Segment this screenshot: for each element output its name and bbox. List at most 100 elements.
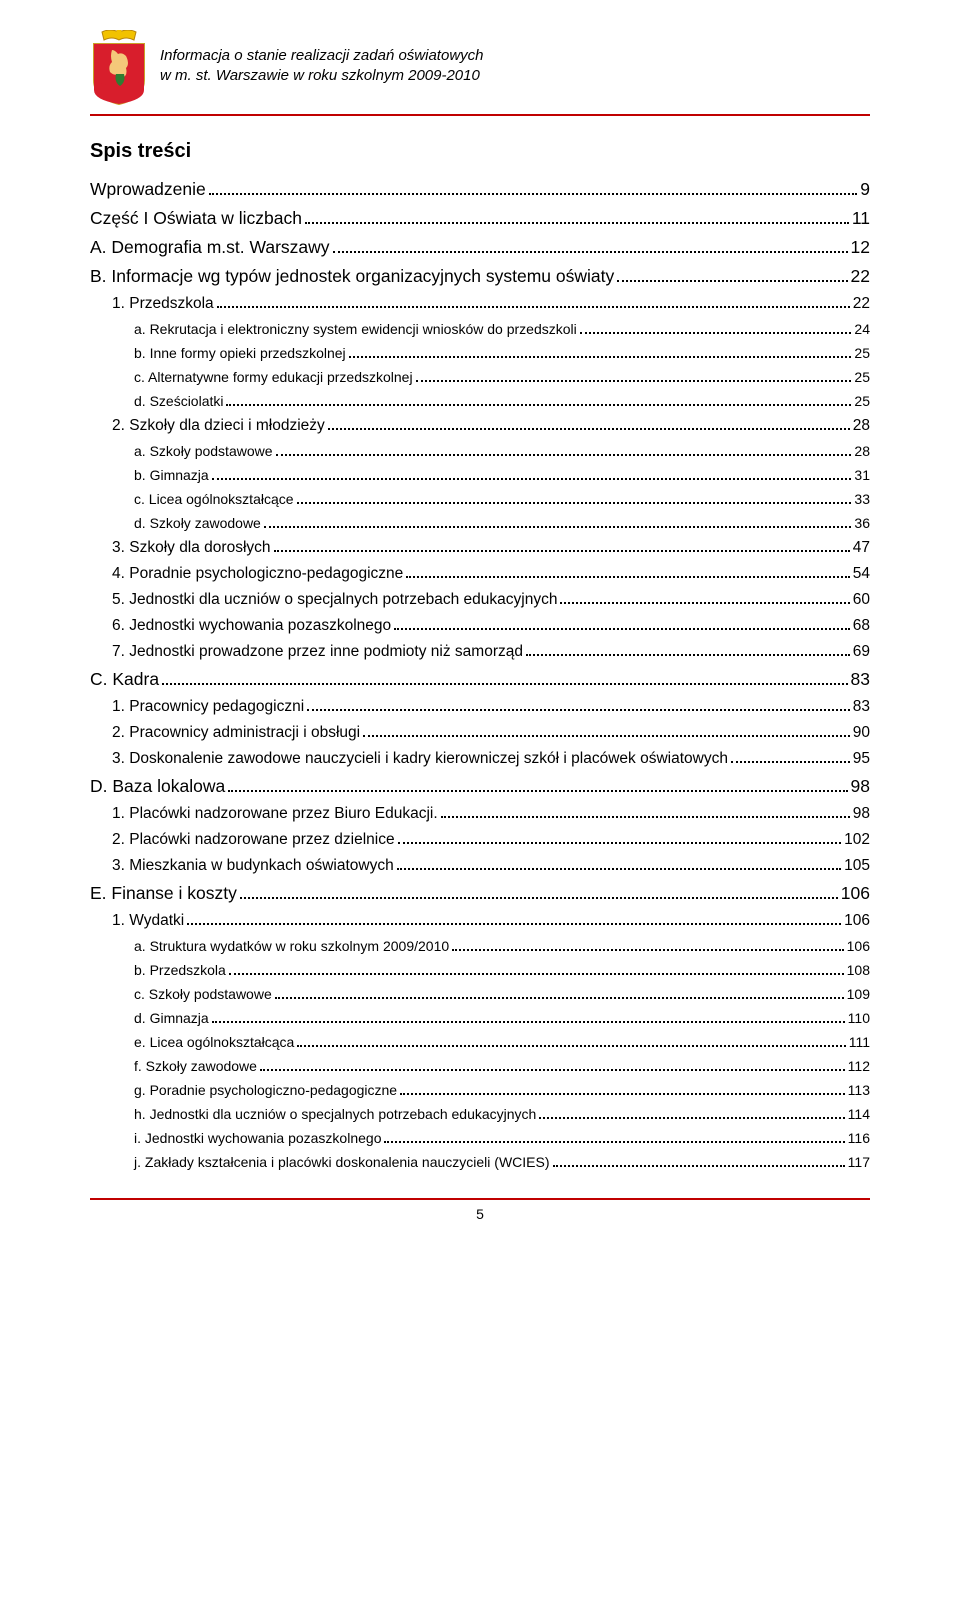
toc-entry-label: d. Sześciolatki [134,393,223,409]
toc-entry-label: b. Gimnazja [134,467,209,483]
document-header: Informacja o stanie realizacji zadań ośw… [90,30,870,106]
toc-entry-page: 106 [844,912,870,930]
toc-entry-page: 116 [848,1130,870,1146]
toc-entry: 1. Placówki nadzorowane przez Biuro Eduk… [112,805,870,823]
toc-entry: b. Gimnazja 31 [134,467,870,483]
toc-entry-page: 31 [854,467,870,483]
toc-entry: d. Gimnazja110 [134,1010,870,1026]
toc-leader-dots [384,1141,844,1143]
toc-entry: 3. Szkoły dla dorosłych47 [112,539,870,557]
toc-entry-label: 3. Doskonalenie zawodowe nauczycieli i k… [112,750,728,768]
toc-leader-dots [617,280,847,282]
toc-entry-label: 2. Pracownicy administracji i obsługi [112,724,360,742]
toc-entry-page: 106 [847,938,870,954]
toc-leader-dots [226,404,851,406]
toc-leader-dots [217,306,850,308]
toc-entry-label: 4. Poradnie psychologiczno-pedagogiczne [112,565,403,583]
page-number: 5 [90,1206,870,1222]
toc-entry-page: 12 [851,237,870,258]
toc-entry-label: 5. Jednostki dla uczniów o specjalnych p… [112,591,557,609]
toc-entry: f. Szkoły zawodowe112 [134,1058,870,1074]
toc-entry: E. Finanse i koszty 106 [90,883,870,904]
toc-entry-page: 25 [854,393,870,409]
header-line2: w m. st. Warszawie w roku szkolnym 2009-… [160,66,484,86]
toc-entry-label: j. Zakłady kształcenia i placówki doskon… [134,1154,550,1170]
toc-entry-page: 113 [848,1082,870,1098]
toc-entry-page: 98 [851,776,870,797]
toc-entry-label: 6. Jednostki wychowania pozaszkolnego [112,617,391,635]
toc-entry-label: c. Alternatywne formy edukacji przedszko… [134,369,413,385]
toc-entry-label: C. Kadra [90,669,159,690]
toc-entry: j. Zakłady kształcenia i placówki doskon… [134,1154,870,1170]
toc-entry-page: 105 [844,857,870,875]
toc-leader-dots [229,973,844,975]
toc-entry-page: 114 [848,1106,870,1122]
toc-entry-page: 9 [860,179,870,200]
toc-entry-label: 1. Wydatki [112,912,184,930]
toc-entry-page: 54 [853,565,870,583]
toc-entry: Wprowadzenie9 [90,179,870,200]
toc-leader-dots [560,602,849,604]
toc-leader-dots [539,1117,844,1119]
toc-leader-dots [162,683,847,685]
toc-entry-label: 7. Jednostki prowadzone przez inne podmi… [112,643,523,661]
toc-leader-dots [276,454,852,456]
toc-entry: d. Szkoły zawodowe36 [134,515,870,531]
toc-leader-dots [305,222,849,224]
toc-entry: C. Kadra83 [90,669,870,690]
toc-entry-label: a. Struktura wydatków w roku szkolnym 20… [134,938,449,954]
toc-entry-page: 25 [854,345,870,361]
toc-leader-dots [274,550,850,552]
toc-leader-dots [526,654,850,656]
toc-entry: 2. Placówki nadzorowane przez dzielnice1… [112,831,870,849]
toc-entry: h. Jednostki dla uczniów o specjalnych p… [134,1106,870,1122]
toc-entry-page: 83 [853,698,870,716]
toc-entry-label: 2. Szkoły dla dzieci i młodzieży [112,417,325,435]
toc-leader-dots [452,949,843,951]
toc-entry-page: 24 [854,321,870,337]
toc-leader-dots [297,1045,845,1047]
toc-entry: g. Poradnie psychologiczno-pedagogiczne1… [134,1082,870,1098]
toc-entry: a. Rekrutacja i elektroniczny system ewi… [134,321,870,337]
toc-entry-page: 90 [853,724,870,742]
toc-entry-page: 60 [853,591,870,609]
toc-entry-label: D. Baza lokalowa [90,776,225,797]
toc-leader-dots [394,628,850,630]
toc-entry-label: E. Finanse i koszty [90,883,237,904]
header-line1: Informacja o stanie realizacji zadań ośw… [160,46,484,66]
toc-entry-page: 47 [853,539,870,557]
toc-entry: 4. Poradnie psychologiczno-pedagogiczne 5… [112,565,870,583]
toc-entry-label: 3. Mieszkania w budynkach oświatowych [112,857,394,875]
toc-leader-dots [307,709,850,711]
toc-entry: a. Struktura wydatków w roku szkolnym 20… [134,938,870,954]
toc-entry-page: 22 [853,295,870,313]
toc-leader-dots [441,816,850,818]
toc-entry-label: 1. Pracownicy pedagogiczni [112,698,304,716]
toc-entry: b. Inne formy opieki przedszkolnej25 [134,345,870,361]
toc-entry-label: A. Demografia m.st. Warszawy [90,237,330,258]
toc-entry: 7. Jednostki prowadzone przez inne podmi… [112,643,870,661]
toc-entry-page: 106 [841,883,870,904]
toc-entry-page: 22 [851,266,870,287]
page-title: Spis treści [90,140,870,163]
toc-entry-page: 28 [854,443,870,459]
toc-entry-page: 25 [854,369,870,385]
toc-entry: 1. Pracownicy pedagogiczni 83 [112,698,870,716]
toc-leader-dots [363,735,850,737]
toc-leader-dots [398,842,842,844]
toc-entry-label: b. Przedszkola [134,962,226,978]
toc-entry-page: 28 [853,417,870,435]
toc-entry-label: h. Jednostki dla uczniów o specjalnych p… [134,1106,536,1122]
toc-entry-label: d. Gimnazja [134,1010,209,1026]
toc-entry-label: f. Szkoły zawodowe [134,1058,257,1074]
toc-entry-label: B. Informacje wg typów jednostek organiz… [90,266,614,287]
toc-entry-label: a. Szkoły podstawowe [134,443,273,459]
toc-entry-page: 117 [848,1154,870,1170]
warsaw-crest-icon [90,30,148,106]
toc-entry: 5. Jednostki dla uczniów o specjalnych p… [112,591,870,609]
toc-entry-page: 111 [849,1034,870,1050]
toc-leader-dots [553,1165,845,1167]
toc-entry-label: c. Szkoły podstawowe [134,986,272,1002]
table-of-contents: Wprowadzenie9Część I Oświata w liczbach1… [90,179,870,1170]
toc-leader-dots [333,251,848,253]
